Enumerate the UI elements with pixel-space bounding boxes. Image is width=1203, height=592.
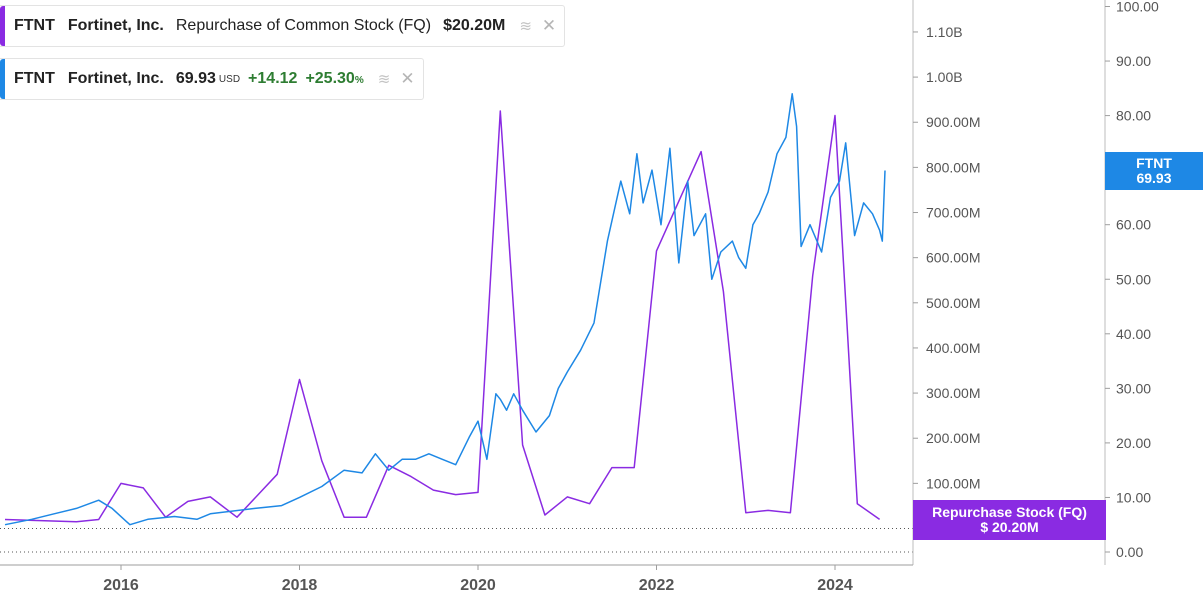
right-axis-tick-label: 50.00: [1116, 271, 1151, 287]
legend-currency: USD: [218, 73, 241, 85]
legend-price[interactable]: FTNT Fortinet, Inc. 69.93 USD +14.12 +25…: [0, 58, 424, 100]
left-axis-tick-label: 600.00M: [926, 250, 980, 266]
repurchase-series-line: [4, 110, 881, 523]
legend-value: $20.20M: [443, 17, 506, 34]
left-axis-tick-label: 300.00M: [926, 385, 980, 401]
legend-company: Fortinet, Inc.: [67, 70, 164, 87]
legend-company: Fortinet, Inc.: [67, 17, 164, 34]
right-axis-tick-label: 80.00: [1116, 108, 1151, 124]
x-axis-tick-label: 2016: [103, 577, 139, 592]
left-axis-tick-label: 400.00M: [926, 340, 980, 356]
price-tag: FTNT 69.93: [1105, 152, 1203, 190]
right-axis-tick-label: 0.00: [1116, 544, 1143, 560]
left-axis-tick-label: 100.00M: [926, 475, 980, 491]
legend-repurchase-color-bar: [0, 6, 5, 46]
legend-price-value: 69.93: [175, 70, 216, 87]
legend-price-color-bar: [0, 59, 5, 99]
legend-repurchase[interactable]: FTNT Fortinet, Inc. Repurchase of Common…: [0, 5, 566, 47]
left-axis-tick-label: 800.00M: [926, 159, 980, 175]
repurchase-tag-label: Repurchase Stock (FQ): [932, 504, 1087, 520]
left-axis-tick-label: 200.00M: [926, 430, 980, 446]
right-axis-tick-label: 60.00: [1116, 217, 1151, 233]
price-tag-ticker: FTNT: [1136, 155, 1172, 171]
right-axis-tick-label: 100.00: [1116, 0, 1159, 15]
price-series-line: [4, 93, 886, 526]
x-axis-tick-label: 2020: [460, 577, 496, 592]
legend-ticker: FTNT: [14, 17, 55, 34]
stack-icon[interactable]: ≋: [519, 18, 532, 35]
legend-change-percent: +25.30%: [305, 70, 363, 88]
x-axis-tick-label: 2022: [639, 577, 675, 592]
right-axis-tick-label: 40.00: [1116, 326, 1151, 342]
legend-change: +14.12: [248, 70, 298, 87]
stack-icon[interactable]: ≋: [377, 71, 391, 88]
left-axis-tick-label: 700.00M: [926, 205, 980, 221]
close-icon[interactable]: ✕: [400, 69, 415, 88]
legend-percent-sign: %: [354, 75, 364, 86]
right-axis-tick-label: 30.00: [1116, 380, 1151, 396]
right-axis-tick-label: 10.00: [1116, 489, 1151, 505]
x-axis-tick-label: 2018: [282, 577, 318, 592]
left-axis-tick-label: 900.00M: [926, 114, 980, 130]
x-axis-tick-label: 2024: [817, 577, 853, 592]
repurchase-tag-value: $ 20.20M: [980, 519, 1039, 535]
legend-metric: Repurchase of Common Stock (FQ): [175, 17, 432, 34]
repurchase-tag: Repurchase Stock (FQ) $ 20.20M: [913, 500, 1106, 540]
price-tag-value: 69.93: [1136, 170, 1172, 186]
legend-ticker: FTNT: [14, 70, 55, 87]
left-axis-tick-label: 500.00M: [926, 295, 980, 311]
right-axis-tick-label: 90.00: [1116, 53, 1151, 69]
right-axis-tick-label: 20.00: [1116, 435, 1151, 451]
close-icon[interactable]: ✕: [541, 16, 557, 35]
legend-change-percent-value: +25.30: [305, 70, 355, 87]
left-axis-tick-label: 1.10B: [926, 24, 963, 40]
left-axis-tick-label: 1.00B: [926, 69, 963, 85]
